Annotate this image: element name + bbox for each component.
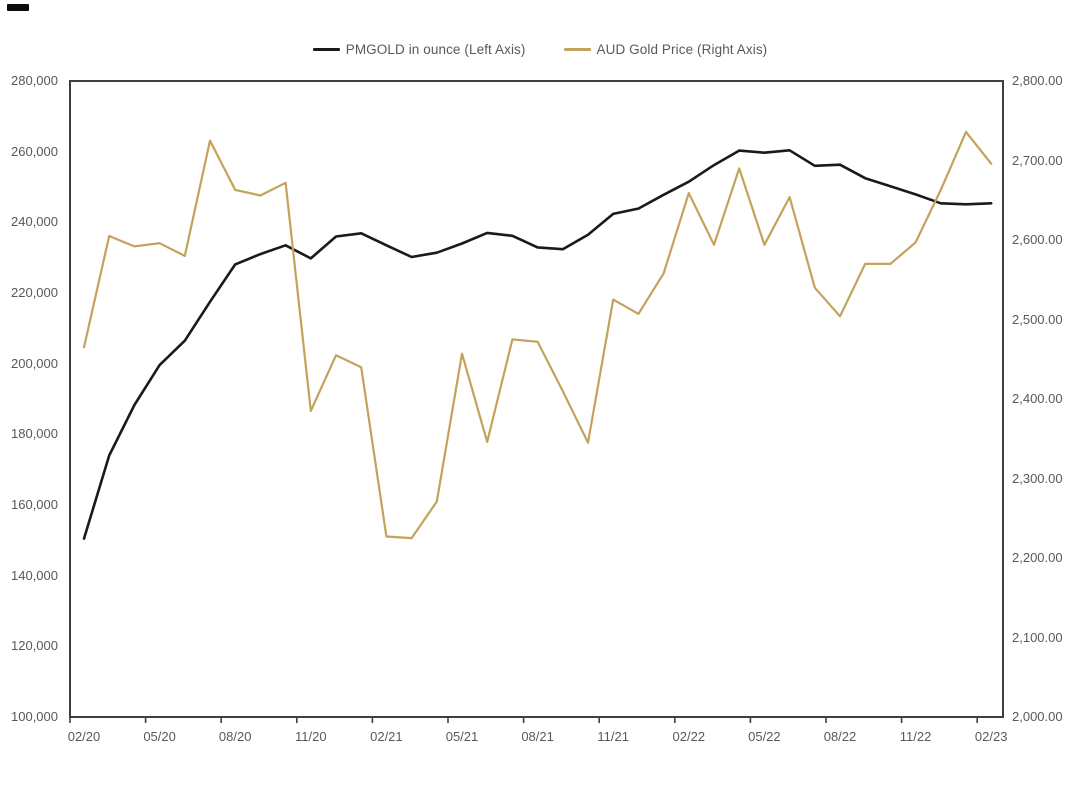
- right-axis-label: 2,700.00: [1012, 152, 1063, 168]
- left-axis-label: 160,000: [11, 497, 58, 512]
- x-axis-label: 02/23: [974, 729, 1008, 744]
- left-axis-label: 120,000: [11, 638, 58, 654]
- x-axis-label: 05/21: [445, 729, 479, 744]
- plot-border: [69, 80, 1004, 718]
- left-axis-label: 140,000: [11, 567, 58, 583]
- legend-label-pmgold: PMGOLD in ounce (Left Axis): [345, 42, 526, 57]
- x-axis-label: 08/22: [823, 729, 857, 744]
- x-axis-label: 11/20: [295, 729, 327, 744]
- right-axis-label: 2,300.00: [1012, 470, 1063, 486]
- x-axis-label: 05/20: [143, 729, 176, 744]
- right-axis-label: 2,000.00: [1012, 709, 1063, 724]
- legend-item-pmgold: PMGOLD in ounce (Left Axis): [312, 42, 526, 57]
- left-axis-label: 260,000: [11, 143, 58, 159]
- left-axis-label: 200,000: [11, 355, 58, 371]
- x-axis-label: 08/20: [218, 729, 252, 744]
- aud-gold-series-line: [82, 130, 993, 540]
- left-axis-label: 100,000: [11, 709, 58, 724]
- legend-label-aud-gold: AUD Gold Price (Right Axis): [596, 42, 768, 57]
- right-axis-label: 2,200.00: [1012, 550, 1063, 565]
- corner-artifact-mark: [7, 4, 29, 11]
- x-axis-label: 02/22: [672, 729, 706, 744]
- right-axis-label: 2,500.00: [1012, 311, 1063, 327]
- right-axis-label: 2,100.00: [1012, 629, 1063, 645]
- x-axis-label: 02/20: [67, 729, 101, 744]
- pmgold-series-line: [82, 149, 993, 540]
- right-axis-label: 2,600.00: [1012, 232, 1063, 247]
- right-axis-label: 2,400.00: [1012, 391, 1063, 406]
- left-axis-label: 220,000: [11, 285, 58, 300]
- x-axis-label: 11/21: [597, 729, 629, 744]
- left-axis-label: 240,000: [11, 214, 58, 230]
- left-axis-label: 280,000: [11, 73, 58, 88]
- aud-gold-line-swatch-icon: [563, 48, 591, 51]
- x-axis-label: 05/22: [748, 729, 781, 744]
- legend-item-aud-gold: AUD Gold Price (Right Axis): [563, 42, 768, 57]
- x-axis-label: 11/22: [899, 729, 932, 744]
- pmgold-line-swatch-icon: [312, 48, 340, 51]
- left-axis-label: 180,000: [11, 426, 58, 442]
- chart-legend: PMGOLD in ounce (Left Axis) AUD Gold Pri…: [0, 42, 1080, 57]
- right-axis-label: 2,800.00: [1012, 73, 1063, 88]
- x-axis-label: 08/21: [521, 729, 554, 744]
- x-axis-label: 02/21: [370, 729, 403, 744]
